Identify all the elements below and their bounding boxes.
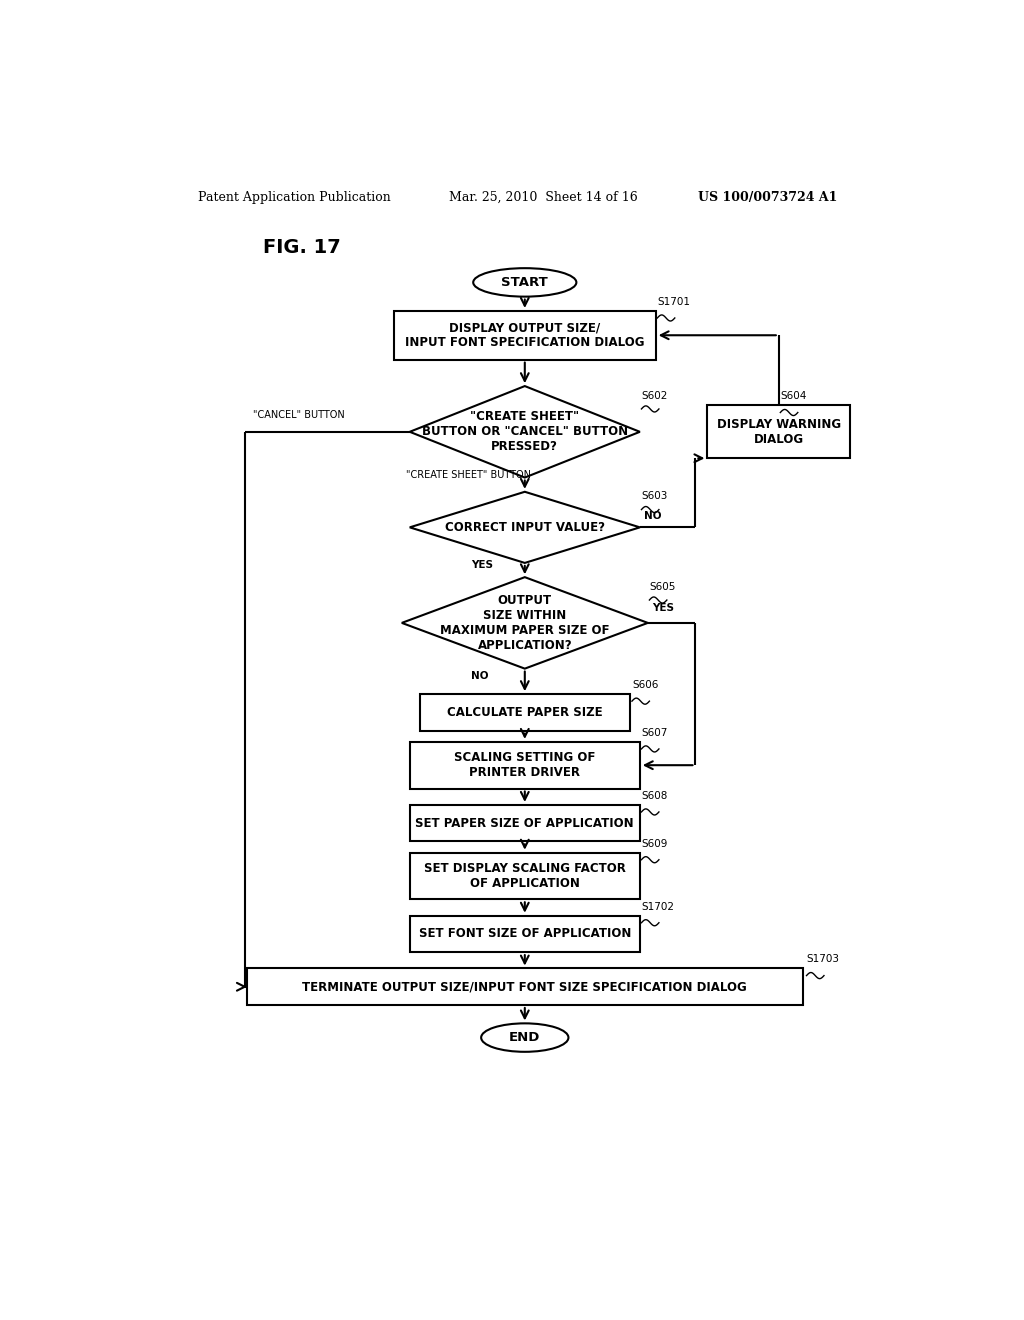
Bar bbox=[420, 694, 630, 731]
Text: SCALING SETTING OF
PRINTER DRIVER: SCALING SETTING OF PRINTER DRIVER bbox=[454, 751, 596, 779]
Bar bbox=[410, 805, 640, 841]
Text: "CANCEL" BUTTON: "CANCEL" BUTTON bbox=[253, 409, 345, 420]
Text: NO: NO bbox=[471, 672, 488, 681]
Text: NO: NO bbox=[644, 511, 662, 521]
Text: S606: S606 bbox=[632, 680, 658, 690]
Text: S602: S602 bbox=[641, 391, 668, 401]
Text: SET FONT SIZE OF APPLICATION: SET FONT SIZE OF APPLICATION bbox=[419, 928, 631, 940]
Text: "CREATE SHEET" BUTTON: "CREATE SHEET" BUTTON bbox=[406, 470, 530, 479]
Text: S1703: S1703 bbox=[807, 954, 840, 965]
Text: CALCULATE PAPER SIZE: CALCULATE PAPER SIZE bbox=[447, 706, 602, 719]
Text: YES: YES bbox=[471, 560, 493, 570]
Text: SET DISPLAY SCALING FACTOR
OF APPLICATION: SET DISPLAY SCALING FACTOR OF APPLICATIO… bbox=[424, 862, 626, 890]
Text: START: START bbox=[502, 276, 548, 289]
Text: S605: S605 bbox=[649, 582, 676, 591]
Bar bbox=[247, 969, 803, 1005]
Polygon shape bbox=[410, 385, 640, 478]
Polygon shape bbox=[410, 492, 640, 562]
Text: S1702: S1702 bbox=[641, 902, 675, 912]
Text: DISPLAY WARNING
DIALOG: DISPLAY WARNING DIALOG bbox=[717, 418, 841, 446]
Ellipse shape bbox=[481, 1023, 568, 1052]
Bar bbox=[410, 742, 640, 788]
Text: Mar. 25, 2010  Sheet 14 of 16: Mar. 25, 2010 Sheet 14 of 16 bbox=[450, 190, 638, 203]
Text: S609: S609 bbox=[641, 838, 668, 849]
Text: Patent Application Publication: Patent Application Publication bbox=[198, 190, 390, 203]
Text: DISPLAY OUTPUT SIZE/
INPUT FONT SPECIFICATION DIALOG: DISPLAY OUTPUT SIZE/ INPUT FONT SPECIFIC… bbox=[406, 321, 644, 350]
Text: US 100/0073724 A1: US 100/0073724 A1 bbox=[697, 190, 838, 203]
Text: S607: S607 bbox=[641, 727, 668, 738]
Bar bbox=[410, 916, 640, 952]
Bar bbox=[410, 853, 640, 899]
Bar bbox=[708, 405, 850, 458]
Text: SET PAPER SIZE OF APPLICATION: SET PAPER SIZE OF APPLICATION bbox=[416, 817, 634, 830]
Text: S604: S604 bbox=[780, 391, 807, 401]
Text: S1701: S1701 bbox=[657, 297, 690, 306]
Ellipse shape bbox=[473, 268, 577, 297]
Polygon shape bbox=[401, 577, 648, 669]
Text: OUTPUT
SIZE WITHIN
MAXIMUM PAPER SIZE OF
APPLICATION?: OUTPUT SIZE WITHIN MAXIMUM PAPER SIZE OF… bbox=[440, 594, 609, 652]
Text: FIG. 17: FIG. 17 bbox=[263, 239, 341, 257]
Bar bbox=[394, 312, 655, 359]
Text: "CREATE SHEET"
BUTTON OR "CANCEL" BUTTON
PRESSED?: "CREATE SHEET" BUTTON OR "CANCEL" BUTTON… bbox=[422, 411, 628, 453]
Text: END: END bbox=[509, 1031, 541, 1044]
Text: S603: S603 bbox=[641, 491, 668, 502]
Text: CORRECT INPUT VALUE?: CORRECT INPUT VALUE? bbox=[444, 521, 605, 533]
Text: YES: YES bbox=[652, 603, 674, 612]
Text: S608: S608 bbox=[641, 791, 668, 801]
Text: TERMINATE OUTPUT SIZE/INPUT FONT SIZE SPECIFICATION DIALOG: TERMINATE OUTPUT SIZE/INPUT FONT SIZE SP… bbox=[302, 981, 748, 993]
